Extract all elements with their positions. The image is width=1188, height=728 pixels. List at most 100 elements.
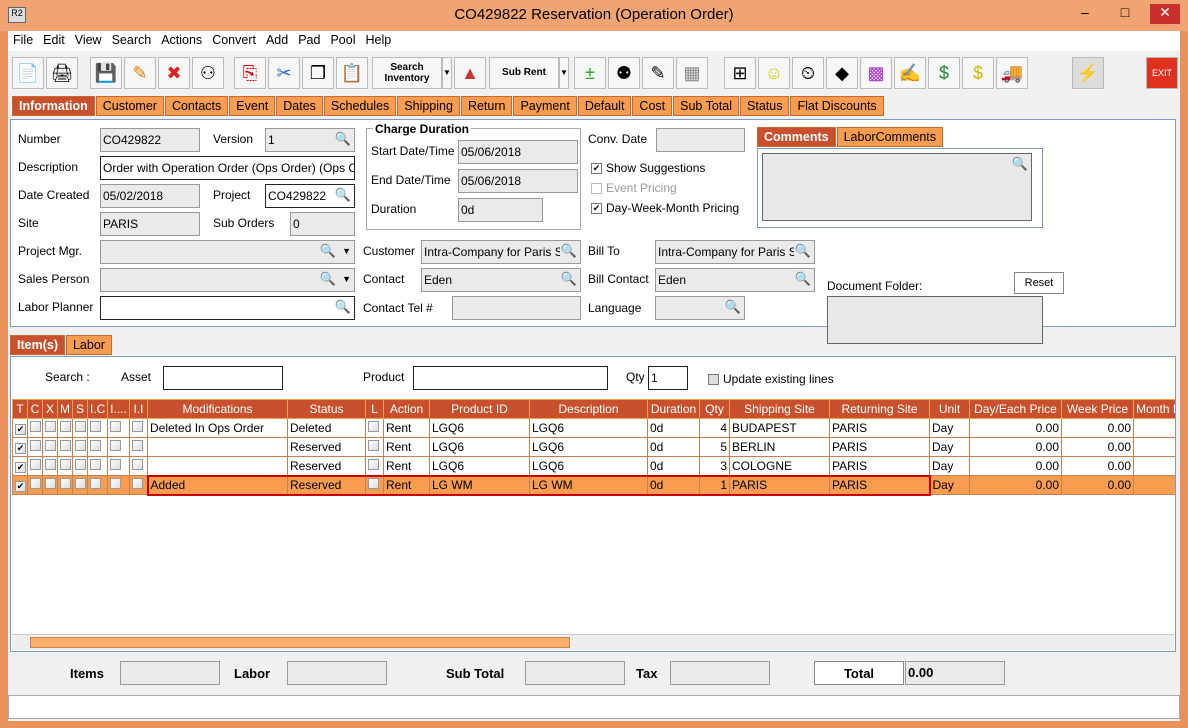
add-remove-icon[interactable]: ± <box>574 57 606 89</box>
week-price-cell[interactable]: 0.00 <box>1061 456 1134 476</box>
comments-textarea[interactable]: 🔍 <box>762 153 1032 221</box>
eraser-icon[interactable]: ◆ <box>826 57 858 89</box>
checkbox-icon[interactable] <box>368 458 379 470</box>
flag-checkbox-cell[interactable] <box>42 456 58 476</box>
column-header[interactable]: I.I <box>129 399 148 419</box>
flag-checkbox-cell[interactable] <box>72 418 88 438</box>
search-icon[interactable]: 🔍 <box>794 271 811 286</box>
dwm-pricing-checkbox[interactable]: ✔ Day-Week-Month Pricing <box>591 201 739 215</box>
flag-checkbox-cell[interactable] <box>87 437 108 457</box>
close-button[interactable]: ✕ <box>1150 4 1180 24</box>
column-header[interactable]: T <box>12 399 28 419</box>
print-icon[interactable]: 🖨 <box>46 57 78 89</box>
scrollbar-thumb[interactable] <box>30 637 570 648</box>
flag-checkbox-cell[interactable] <box>27 475 43 495</box>
product-id-cell[interactable]: LGQ6 <box>429 456 530 476</box>
column-header[interactable]: I.C <box>87 399 108 419</box>
action-cell[interactable]: Rent <box>383 456 430 476</box>
checkbox-icon[interactable] <box>60 459 71 470</box>
column-header[interactable]: L <box>365 399 384 419</box>
column-header[interactable]: Product ID <box>429 399 530 419</box>
l-checkbox-cell[interactable] <box>365 474 384 496</box>
week-price-cell[interactable]: 0.00 <box>1061 418 1134 438</box>
month-price-cell[interactable] <box>1133 418 1175 438</box>
tab-status[interactable]: Status <box>740 96 790 116</box>
menu-convert[interactable]: Convert <box>212 33 256 47</box>
truck-icon[interactable]: 🚚 <box>996 57 1028 89</box>
search-icon[interactable]: 🔍 <box>1011 156 1028 171</box>
tab-default[interactable]: Default <box>577 96 632 116</box>
flag-checkbox-cell[interactable] <box>42 437 58 457</box>
action-cell[interactable]: Rent <box>383 437 430 457</box>
menu-pad[interactable]: Pad <box>298 33 321 47</box>
date-created-field[interactable]: 05/02/2018 <box>100 184 200 208</box>
menu-file[interactable]: File <box>13 33 34 47</box>
day-price-cell[interactable]: 0.00 <box>969 456 1062 476</box>
document-folder-box[interactable] <box>827 296 1043 344</box>
duration-cell[interactable]: 0d <box>647 437 700 457</box>
column-header[interactable]: Qty <box>699 399 730 419</box>
search-icon[interactable]: 🔍 <box>724 299 741 314</box>
qty-cell[interactable]: 3 <box>699 456 730 476</box>
modifications-cell[interactable]: Deleted In Ops Order <box>147 418 288 438</box>
money-icon[interactable]: $ <box>928 57 960 89</box>
qty-input[interactable]: 1 <box>648 366 688 390</box>
chevron-down-icon[interactable]: ▼ <box>442 57 452 89</box>
asset-input[interactable] <box>163 366 283 390</box>
column-header[interactable]: M <box>57 399 73 419</box>
edit-icon[interactable]: ✎ <box>124 57 156 89</box>
tab-schedules[interactable]: Schedules <box>323 96 397 116</box>
returning-site-cell[interactable]: PARIS <box>829 437 930 457</box>
start-field[interactable]: 05/06/2018 <box>458 140 578 164</box>
checkbox-icon[interactable] <box>60 478 71 489</box>
modifications-cell[interactable] <box>147 456 288 476</box>
menu-search[interactable]: Search <box>111 33 152 47</box>
tab-information[interactable]: Information <box>12 96 95 116</box>
checkbox-icon[interactable] <box>60 421 71 432</box>
coins-icon[interactable]: $ <box>962 57 994 89</box>
menu-help[interactable]: Help <box>365 33 392 47</box>
checkbox-icon[interactable] <box>90 440 101 451</box>
shapes-icon[interactable]: ▲ <box>454 57 486 89</box>
checkbox-icon[interactable] <box>368 440 379 451</box>
flag-checkbox-cell[interactable] <box>57 456 73 476</box>
flag-checkbox-cell[interactable] <box>107 475 130 495</box>
l-checkbox-cell[interactable] <box>365 418 384 438</box>
flag-checkbox-cell[interactable] <box>129 418 148 438</box>
flag-checkbox-cell[interactable] <box>57 437 73 457</box>
flag-checkbox-cell[interactable]: ✔ <box>12 475 28 495</box>
flag-checkbox-cell[interactable] <box>129 456 148 476</box>
sub-orders-field[interactable]: 0 <box>290 212 355 236</box>
day-price-cell[interactable]: 0.00 <box>969 418 1062 438</box>
tab-labor-comments[interactable]: LaborComments <box>836 127 943 147</box>
site-field[interactable]: PARIS <box>100 212 200 236</box>
column-header[interactable]: Month P <box>1133 399 1175 419</box>
language-field[interactable]: 🔍 <box>655 296 745 320</box>
l-checkbox-cell[interactable] <box>365 437 384 457</box>
checkbox-checked-icon[interactable]: ✔ <box>591 203 602 215</box>
checkbox-icon[interactable] <box>45 459 56 470</box>
unit-cell[interactable]: Day <box>929 437 970 457</box>
contact-field[interactable]: Eden 🔍 <box>421 268 581 292</box>
status-cell[interactable]: Reserved <box>287 474 366 496</box>
returning-site-cell[interactable]: PARIS <box>829 474 931 496</box>
checkbox-icon[interactable] <box>110 478 121 489</box>
cut-icon[interactable]: ✂ <box>268 57 300 89</box>
status-cell[interactable]: Deleted <box>287 418 366 438</box>
flag-checkbox-cell[interactable] <box>87 475 108 495</box>
checkbox-icon[interactable] <box>45 478 56 489</box>
checkbox-icon[interactable] <box>45 421 56 432</box>
tab-labor[interactable]: Labor <box>65 335 112 355</box>
description-cell[interactable]: LGQ6 <box>529 437 648 457</box>
search-icon[interactable]: 🔍 <box>334 299 351 314</box>
column-header[interactable]: C <box>27 399 43 419</box>
table-row[interactable]: ✔ Reserved Rent LGQ6 LGQ6 0d 5 BERLIN PARIS Day 0.… <box>12 437 1175 457</box>
checkbox-icon[interactable] <box>75 421 86 432</box>
flag-checkbox-cell[interactable] <box>107 437 130 457</box>
sales-person-field[interactable]: 🔍 ▼ <box>100 268 355 292</box>
project-field[interactable]: CO429822 🔍 <box>265 184 355 208</box>
chevron-down-icon[interactable]: ▼ <box>342 274 351 284</box>
checkbox-icon[interactable] <box>30 459 41 470</box>
number-field[interactable]: CO429822 <box>100 128 200 152</box>
checkbox-checked-icon[interactable]: ✔ <box>591 163 602 175</box>
